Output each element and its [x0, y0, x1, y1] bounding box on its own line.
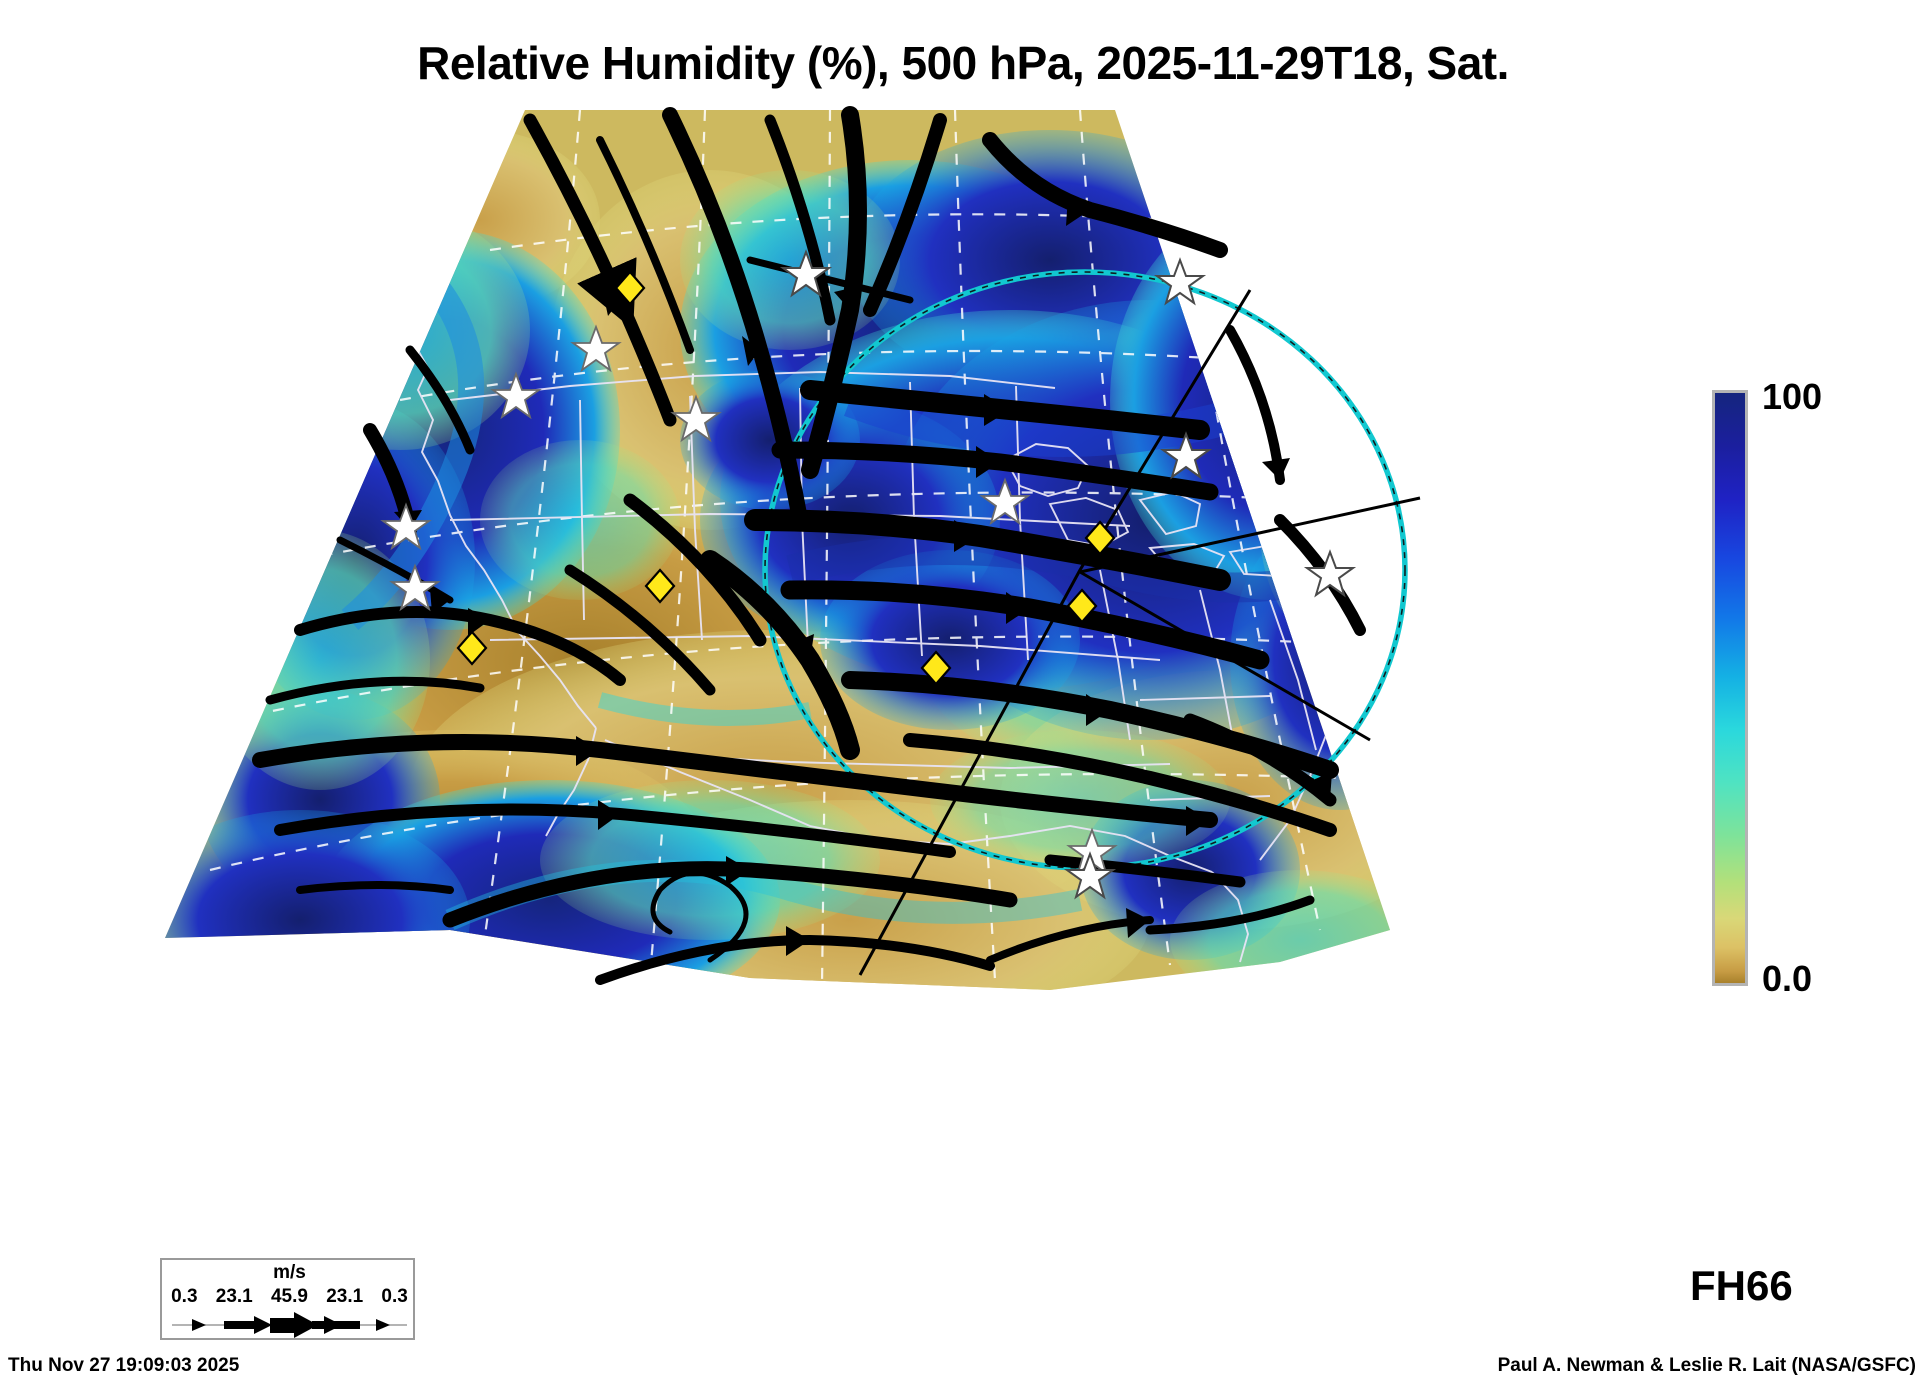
station-marker-star[interactable] — [490, 371, 542, 420]
relative-humidity-map[interactable] — [150, 100, 1580, 1000]
author-credit: Paul A. Newman & Leslie R. Lait (NASA/GS… — [1497, 1355, 1916, 1376]
wind-legend-arrows — [172, 1312, 407, 1338]
station-marker-star[interactable] — [570, 324, 622, 373]
station-marker-star-open[interactable] — [1153, 257, 1207, 306]
generation-timestamp: Thu Nov 27 19:09:03 2025 — [8, 1355, 240, 1376]
colorbar-panel: 100 0.0 — [1700, 312, 1920, 1002]
forecast-hour-label: FH66 — [1690, 1262, 1793, 1309]
station-marker-diamond[interactable] — [614, 270, 646, 306]
wind-legend-value: 45.9 — [270, 1286, 308, 1307]
colorbar-min-label: 0.0 — [1762, 958, 1813, 999]
colorbar-gradient — [1712, 390, 1748, 986]
station-marker-star[interactable] — [670, 394, 722, 443]
station-marker-star[interactable] — [380, 502, 432, 551]
station-marker-diamond[interactable] — [920, 650, 952, 686]
streamline-arrowheads — [394, 196, 1332, 956]
colorbar-max-label: 100 — [1762, 376, 1823, 417]
station-marker-star-open[interactable] — [1303, 549, 1357, 598]
station-marker-star-open[interactable] — [1063, 851, 1117, 900]
station-marker-star[interactable] — [979, 477, 1031, 526]
page-title: Relative Humidity (%), 500 hPa, 2025-11-… — [417, 37, 1509, 89]
map-panel[interactable] — [150, 100, 1580, 1000]
station-marker-star-open[interactable] — [779, 249, 833, 298]
wind-legend-values: 0.3 23.1 45.9 23.1 0.3 — [162, 1286, 417, 1308]
wind-speed-legend: m/s 0.3 23.1 45.9 23.1 0.3 — [160, 1258, 415, 1340]
wind-legend-value: 23.1 — [326, 1286, 364, 1307]
wind-legend-units: m/s — [273, 1262, 306, 1283]
station-marker-diamond[interactable] — [456, 630, 488, 666]
wind-legend-value: 0.3 — [171, 1286, 198, 1307]
station-marker-diamond[interactable] — [644, 568, 676, 604]
station-marker-diamond[interactable] — [1066, 588, 1098, 624]
wind-legend-value: 0.3 — [381, 1286, 408, 1307]
station-markers[interactable] — [380, 249, 1357, 900]
station-marker-star-open[interactable] — [1159, 431, 1213, 480]
station-marker-diamond[interactable] — [1084, 520, 1116, 556]
wind-legend-value: 23.1 — [215, 1286, 253, 1307]
station-marker-star[interactable] — [389, 563, 441, 612]
